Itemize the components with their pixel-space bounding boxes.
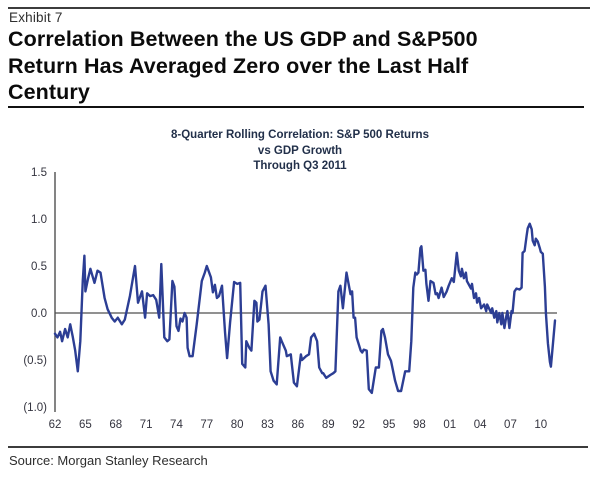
chart-title-line-3: Through Q3 2011 xyxy=(253,160,347,172)
source-note: Source: Morgan Stanley Research xyxy=(9,453,208,468)
x-axis-tick-label: 10 xyxy=(534,419,547,431)
y-axis-tick-label: (0.5) xyxy=(23,355,47,367)
exhibit-label: Exhibit 7 xyxy=(9,10,63,25)
x-axis-tick-label: 62 xyxy=(49,419,62,431)
x-axis-tick-label: 74 xyxy=(170,419,183,431)
x-axis-tick-label: 83 xyxy=(261,419,274,431)
bottom-divider xyxy=(8,446,588,448)
x-axis-tick-label: 92 xyxy=(352,419,365,431)
x-axis-tick-label: 89 xyxy=(322,419,335,431)
correlation-series-line xyxy=(53,222,557,395)
x-axis-tick-label: 01 xyxy=(443,419,456,431)
x-axis-tick-label: 04 xyxy=(474,419,487,431)
y-axis-tick-label: (1.0) xyxy=(23,402,47,414)
x-axis-tick-label: 77 xyxy=(200,419,213,431)
chart-title-line-2: vs GDP Growth xyxy=(257,144,343,157)
x-axis-tick-label: 71 xyxy=(140,419,153,431)
correlation-line-chart: 1.5 1.0 0.5 0.0 (0.5) (1.0)62 65 68 71 74 77 80 83 86… xyxy=(23,167,557,431)
x-axis-tick-label: 07 xyxy=(504,419,517,431)
top-divider xyxy=(8,7,590,9)
y-axis-tick-label: 0.0 xyxy=(31,308,47,320)
x-axis-tick-label: 98 xyxy=(413,419,426,431)
x-axis-tick-label: 80 xyxy=(231,419,244,431)
chart-title-line-1: 8-Quarter Rolling Correlation: S&P 500 R… xyxy=(171,129,429,141)
y-axis-tick-label: 0.5 xyxy=(31,261,47,273)
y-axis-tick-label: 1.0 xyxy=(31,214,47,226)
page-title-line-2: Return Has Averaged Zero over the Last H… xyxy=(8,53,469,78)
chart-title: 8-Quarter Rolling Correlation: S&P 500 R… xyxy=(0,128,600,175)
x-axis-tick-label: 68 xyxy=(109,419,122,431)
x-axis-tick-label: 95 xyxy=(383,419,396,431)
title-underline xyxy=(8,106,584,108)
x-axis-tick-label: 65 xyxy=(79,419,92,431)
page-title-line-1: Correlation Between the US GDP and S&P50… xyxy=(8,27,478,51)
page-title: Correlation Between the US GDP and S&P50… xyxy=(8,26,583,106)
y-axis-tick-label: 1.5 xyxy=(31,167,47,179)
x-axis-tick-label: 86 xyxy=(292,419,305,431)
page-title-line-3: Century xyxy=(8,80,90,104)
